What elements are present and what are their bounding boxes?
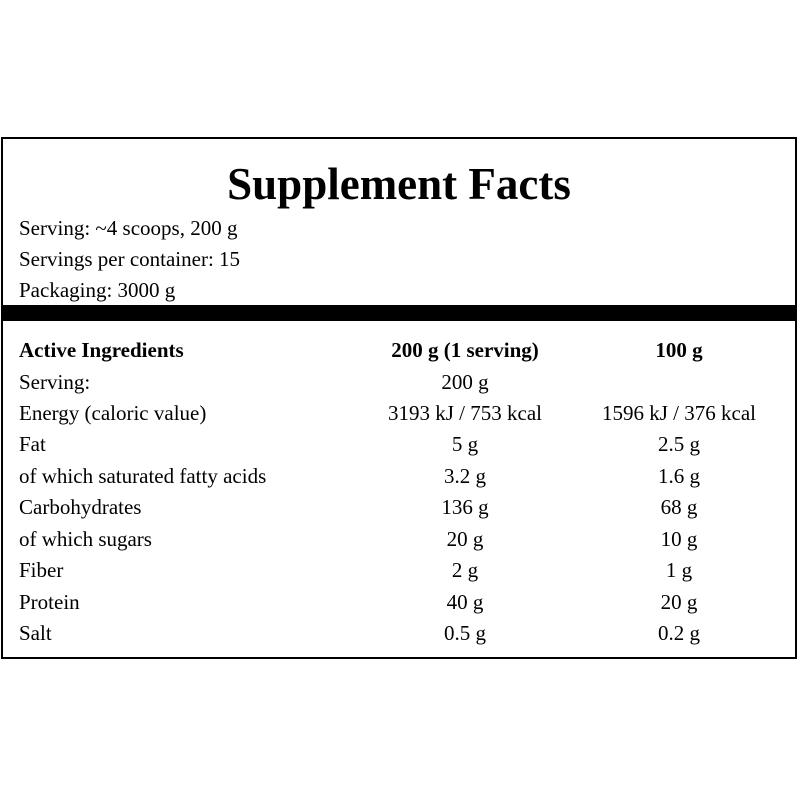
section-divider [3, 305, 795, 321]
header-per-100g: 100 g [655, 338, 703, 362]
table-row: Carbohydrates 136 g 68 g [3, 492, 795, 522]
value-per-serving: 3.2 g [444, 464, 486, 488]
ingredient-name: Protein [19, 590, 80, 614]
value-per-100g: 20 g [660, 590, 698, 614]
ingredient-name: Serving: [19, 370, 91, 394]
table-row: Protein 40 g 20 g [3, 587, 795, 617]
table-header-row: Active Ingredients 200 g (1 serving) 100… [3, 335, 795, 365]
servings-per-container-info: Servings per container: 15 [19, 247, 241, 271]
value-per-serving: 136 g [441, 495, 489, 519]
ingredient-name: Carbohydrates [19, 495, 142, 519]
ingredient-name: Salt [19, 621, 52, 645]
value-per-serving: 0.5 g [444, 621, 486, 645]
value-per-serving: 5 g [451, 432, 479, 456]
header-active-ingredients: Active Ingredients [19, 338, 184, 362]
value-per-100g: 2.5 g [658, 432, 700, 456]
value-per-100g: 68 g [660, 495, 698, 519]
header-per-serving: 200 g (1 serving) [391, 338, 539, 362]
page-title: Supplement Facts [227, 159, 571, 209]
value-per-serving: 2 g [451, 558, 479, 582]
table-row: Energy (caloric value) 3193 kJ / 753 kca… [3, 398, 795, 428]
table-row: Salt 0.5 g 0.2 g [3, 618, 795, 648]
packaging-info: Packaging: 3000 g [19, 278, 176, 302]
ingredient-name: of which sugars [19, 527, 152, 551]
value-per-serving: 200 g [441, 370, 489, 394]
value-per-100g: 10 g [660, 527, 698, 551]
value-per-serving: 20 g [446, 527, 484, 551]
value-per-100g: 0.2 g [658, 621, 700, 645]
supplement-facts-panel: Supplement Facts Serving: ~4 scoops, 200… [1, 137, 797, 659]
ingredient-name: of which saturated fatty acids [19, 464, 267, 488]
ingredient-name: Fiber [19, 558, 64, 582]
value-per-100g: 1.6 g [658, 464, 700, 488]
ingredient-name: Fat [19, 432, 46, 456]
table-row: of which saturated fatty acids 3.2 g 1.6… [3, 461, 795, 491]
value-per-serving: 40 g [446, 590, 484, 614]
value-per-100g: 1596 kJ / 376 kcal [602, 401, 756, 425]
value-per-serving: 3193 kJ / 753 kcal [388, 401, 542, 425]
table-row: Serving: 200 g [3, 367, 795, 397]
table-row: of which sugars 20 g 10 g [3, 524, 795, 554]
table-row: Fat 5 g 2.5 g [3, 429, 795, 459]
table-row: Fiber 2 g 1 g [3, 555, 795, 585]
value-per-100g: 1 g [665, 558, 693, 582]
ingredient-name: Energy (caloric value) [19, 401, 207, 425]
serving-info: Serving: ~4 scoops, 200 g [19, 216, 238, 240]
